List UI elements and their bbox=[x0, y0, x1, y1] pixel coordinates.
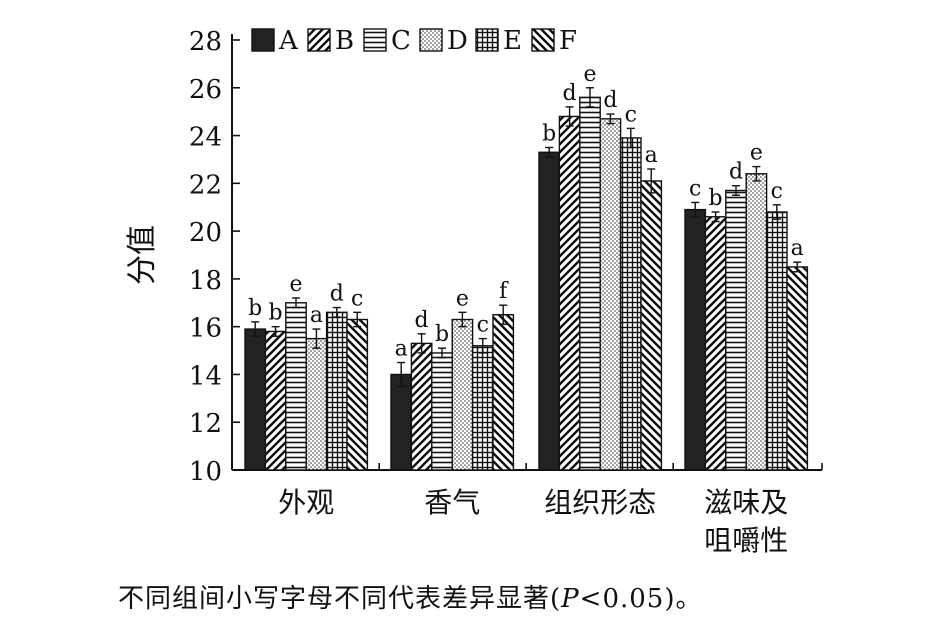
significance-label: d bbox=[603, 88, 617, 113]
caption-text-before: 不同组间小写字母不同代表差异显著( bbox=[118, 584, 562, 614]
y-tick-label: 22 bbox=[189, 170, 222, 200]
significance-label: e bbox=[289, 272, 302, 297]
significance-label: b bbox=[269, 301, 283, 326]
significance-label: b bbox=[248, 296, 262, 321]
significance-label: a bbox=[645, 143, 658, 168]
legend-swatch-F bbox=[531, 28, 555, 52]
bar-B-2 bbox=[410, 342, 433, 471]
bar-D-4 bbox=[745, 173, 768, 471]
bar-B-3 bbox=[558, 115, 581, 471]
y-tick-label: 12 bbox=[189, 409, 222, 439]
caption-p-variable: P bbox=[561, 584, 580, 614]
legend-label-E: E bbox=[503, 26, 522, 56]
significance-label: b bbox=[709, 186, 723, 211]
bar-B-4 bbox=[704, 216, 727, 471]
caption-text-after: <0.05)。 bbox=[579, 584, 703, 614]
significance-label: c bbox=[351, 286, 363, 311]
y-tick-label: 28 bbox=[189, 27, 222, 57]
bar-F-1 bbox=[346, 318, 369, 471]
legend-swatch-E bbox=[475, 28, 499, 52]
significance-label: c bbox=[771, 179, 783, 204]
bar-A-4 bbox=[684, 208, 707, 471]
significance-label: e bbox=[456, 286, 469, 311]
significance-label: d bbox=[330, 282, 344, 307]
significance-label: b bbox=[542, 122, 556, 147]
x-tick-label: 滋味及 bbox=[704, 486, 788, 519]
y-tick-label: 26 bbox=[189, 75, 222, 105]
significance-label: d bbox=[563, 81, 577, 106]
x-tick-label: 组织形态 bbox=[544, 486, 656, 519]
legend-label-A: A bbox=[278, 26, 299, 56]
bar-C-1 bbox=[285, 302, 307, 471]
significance-label: d bbox=[415, 308, 429, 333]
bar-C-4 bbox=[725, 189, 747, 471]
significance-label: f bbox=[499, 279, 509, 304]
legend-label-B: B bbox=[335, 26, 354, 56]
bar-D-1 bbox=[305, 337, 328, 471]
x-tick-label: 香气 bbox=[424, 486, 480, 519]
bar-D-3 bbox=[599, 118, 622, 471]
significance-label: a bbox=[310, 303, 323, 328]
x-tick-label: 外观 bbox=[278, 486, 334, 519]
bar-B-1 bbox=[264, 330, 287, 471]
y-axis-label: 分值 bbox=[125, 225, 160, 285]
y-tick-label: 24 bbox=[189, 123, 222, 153]
y-tick-label: 20 bbox=[189, 218, 222, 248]
bar-A-3 bbox=[538, 151, 561, 471]
legend-label-F: F bbox=[559, 26, 577, 56]
legend-swatch-A bbox=[251, 28, 275, 52]
bar-E-1 bbox=[325, 311, 348, 471]
significance-label: c bbox=[689, 176, 701, 201]
chart-caption: 不同组间小写字母不同代表差异显著(P<0.05)。 bbox=[118, 578, 702, 615]
legend-label-C: C bbox=[391, 26, 411, 56]
bar-A-1 bbox=[244, 328, 267, 471]
x-tick-label: 咀嚼性 bbox=[704, 524, 788, 557]
y-tick-label: 18 bbox=[189, 266, 222, 296]
legend-swatch-B bbox=[307, 28, 331, 52]
significance-label: a bbox=[395, 337, 408, 362]
legend-swatch-C bbox=[363, 28, 387, 52]
bar-D-2 bbox=[451, 318, 474, 471]
legend: A B C D E F bbox=[251, 26, 577, 56]
significance-label: d bbox=[729, 160, 743, 185]
legend-label-D: D bbox=[447, 26, 468, 56]
legend-swatch-D bbox=[419, 28, 443, 52]
significance-label: c bbox=[477, 313, 489, 338]
bar-E-4 bbox=[765, 211, 788, 471]
bar-F-4 bbox=[786, 266, 809, 471]
bar-E-2 bbox=[471, 345, 494, 471]
y-tick-label: 10 bbox=[189, 457, 222, 487]
y-tick-label: 16 bbox=[189, 314, 222, 344]
bar-C-2 bbox=[431, 352, 453, 471]
significance-label: b bbox=[435, 322, 449, 347]
significance-label: e bbox=[750, 141, 763, 166]
bar-C-3 bbox=[579, 96, 601, 471]
significance-label: e bbox=[583, 62, 596, 87]
bar-F-3 bbox=[640, 180, 663, 471]
significance-label: c bbox=[625, 102, 637, 127]
significance-label: a bbox=[791, 236, 804, 261]
bar-A-2 bbox=[390, 373, 413, 471]
bar-E-3 bbox=[619, 137, 642, 471]
bar-F-2 bbox=[492, 314, 515, 471]
y-tick-label: 14 bbox=[189, 361, 222, 391]
